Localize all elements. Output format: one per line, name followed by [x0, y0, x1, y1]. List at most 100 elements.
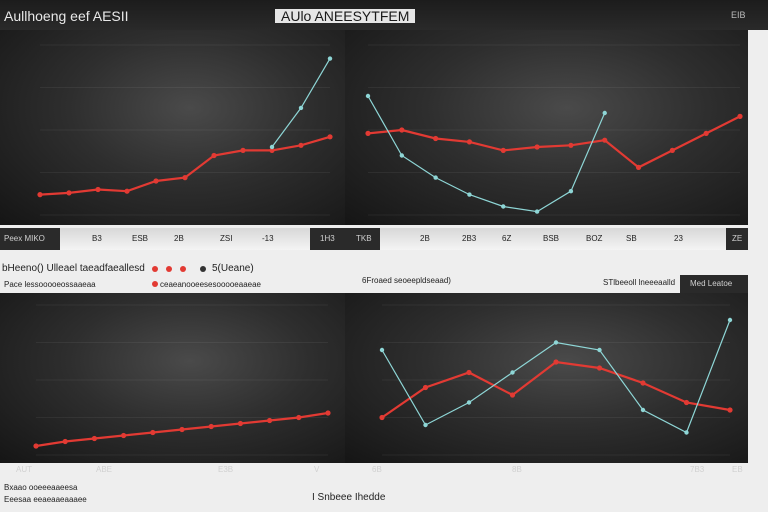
strip-left-tag-bg	[0, 228, 60, 250]
legend-dot-4	[200, 266, 206, 272]
point-bottom-left-red-5	[179, 426, 185, 433]
strip-tick-left-1: ESB	[132, 234, 149, 243]
footer-left-1: Bxaao ooeeeaaeesa	[4, 483, 78, 492]
point-top-right-red-5	[534, 144, 540, 150]
strip-tick-right-6: 23	[674, 234, 683, 243]
point-top-left-teal-1	[298, 105, 304, 111]
point-bottom-left-red-6	[208, 423, 214, 430]
strip-tick-right-0: 2B	[420, 234, 430, 243]
point-top-right-red-3	[466, 139, 473, 145]
point-top-left-red-3	[124, 188, 130, 194]
point-top-right-teal-7	[602, 110, 607, 116]
chart-panel-top-right	[345, 30, 748, 225]
series-line-bottom-right-teal	[381, 319, 731, 434]
point-top-right-teal-1	[399, 153, 405, 158]
point-bottom-right-red-3	[509, 392, 516, 398]
point-bottom-left-red-1	[62, 438, 68, 445]
point-bottom-left-red-9	[296, 414, 302, 421]
point-bottom-right-red-5	[596, 365, 603, 371]
footer-center: I Snbeee Ihedde	[312, 492, 386, 503]
point-top-right-teal-3	[467, 192, 472, 197]
point-bottom-left-red-0	[33, 443, 39, 449]
point-bottom-right-teal-4	[553, 340, 559, 345]
legend-center-note: 6Froaed seoeepldseaad)	[362, 276, 451, 285]
point-bottom-right-teal-2	[466, 400, 472, 405]
point-top-left-red-4	[153, 178, 159, 184]
point-bottom-left-red-10	[325, 410, 331, 416]
footer-left-2: Eeesaa eeaeaaeaaaee	[4, 495, 87, 504]
point-top-right-red-4	[500, 147, 506, 153]
point-top-right-red-10	[703, 130, 709, 136]
point-top-right-teal-0	[365, 93, 371, 99]
strip-mid-bg	[310, 228, 380, 250]
header-center-title: AUlo ANEESYTFEM	[275, 9, 416, 23]
strip-tick-right-1: 2B3	[462, 234, 477, 243]
point-top-right-teal-5	[534, 209, 540, 214]
point-bottom-left-red-2	[91, 435, 97, 442]
bottom-tick-left-3: V	[314, 465, 320, 474]
series-line-top-right-teal	[367, 95, 606, 213]
bottom-tick-right-3: EB	[732, 465, 743, 474]
point-bottom-right-teal-0	[379, 347, 385, 353]
point-bottom-right-red-2	[466, 369, 472, 376]
point-bottom-right-teal-7	[684, 430, 689, 435]
point-bottom-right-red-4	[553, 359, 559, 365]
chart-panel-bottom-right	[345, 293, 748, 463]
point-bottom-left-red-3	[121, 432, 127, 439]
point-top-right-teal-2	[433, 175, 438, 180]
bottom-tick-left-2: E3B	[218, 465, 234, 474]
strip-tick-right-3: BSB	[543, 234, 560, 243]
series-line-top-right-red	[367, 115, 741, 169]
bottom-tick-right-2: 7B3	[690, 465, 705, 474]
point-top-left-red-9	[298, 142, 304, 148]
point-bottom-right-red-1	[422, 384, 429, 391]
legend-dot-2	[166, 266, 172, 272]
legend-dot-5	[152, 281, 158, 287]
legend-right-note: STlbeeoll lneeeaalld	[603, 278, 676, 287]
point-top-left-red-7	[240, 147, 246, 153]
point-top-left-red-2	[95, 186, 101, 193]
strip-mid-tag-2: TKB	[356, 234, 372, 243]
legend-dot-3	[180, 266, 186, 272]
point-bottom-right-teal-3	[510, 370, 515, 375]
strip-tick-left-3: ZSI	[220, 234, 233, 243]
point-top-right-red-6	[568, 142, 574, 148]
point-bottom-right-red-0	[379, 414, 385, 421]
point-top-left-red-6	[211, 152, 217, 159]
point-bottom-right-red-8	[727, 407, 733, 413]
point-bottom-left-red-7	[237, 420, 243, 427]
legend-mid-sub: ceaeanooeesesooooeaaeae	[160, 280, 261, 289]
strip-tick-left-4: -13	[262, 234, 274, 243]
point-bottom-right-teal-6	[640, 407, 646, 413]
point-top-right-red-0	[365, 130, 371, 136]
legend-right-tag: Med Leatoe	[690, 279, 733, 288]
point-top-right-red-7	[602, 137, 608, 143]
header-right-mark: EIB	[731, 10, 746, 20]
bottom-tick-left-1: ABE	[96, 465, 113, 474]
point-bottom-right-red-7	[683, 399, 690, 406]
bottom-tick-left-0: AUT	[16, 465, 32, 474]
legend-dot-1	[152, 266, 158, 272]
strip-mid-tag: 1H3	[320, 234, 335, 243]
series-line-top-left-red	[39, 135, 331, 196]
point-top-left-red-8	[269, 147, 275, 153]
legend-left-sub: Pace lessooooeossaaeaa	[4, 280, 96, 289]
strip-right-tag: ZE	[732, 234, 743, 243]
header-left-title: Aullhoeng eef AESII	[4, 8, 129, 24]
point-top-right-teal-4	[501, 204, 506, 209]
point-top-right-teal-6	[568, 189, 574, 194]
strip-tick-right-4: BOZ	[586, 234, 603, 243]
point-bottom-right-teal-5	[597, 347, 602, 353]
strip-left-tag: Peex MIKO	[4, 234, 45, 243]
strip-tick-left-0: B3	[92, 234, 102, 243]
point-top-left-teal-0	[269, 144, 275, 150]
point-bottom-right-red-6	[640, 380, 646, 386]
point-bottom-right-teal-8	[727, 317, 733, 323]
series-line-top-left-teal	[271, 58, 331, 148]
strip-tick-right-2: 6Z	[502, 234, 512, 243]
point-top-right-red-9	[669, 147, 675, 153]
series-line-bottom-right-red	[381, 360, 731, 419]
point-top-right-red-1	[399, 127, 405, 133]
